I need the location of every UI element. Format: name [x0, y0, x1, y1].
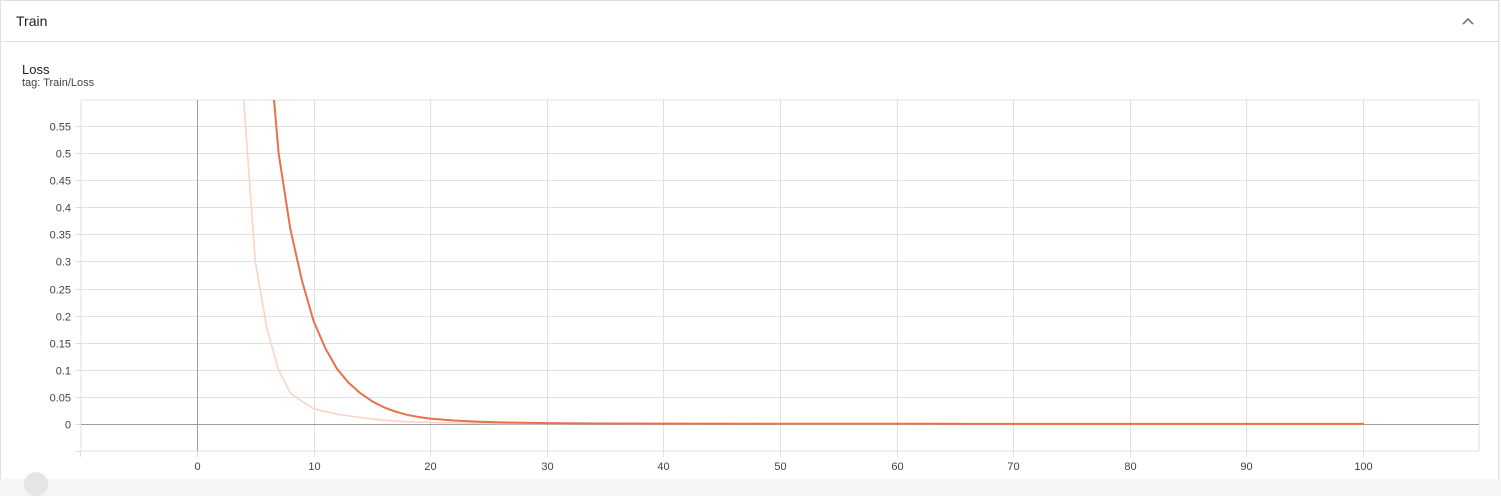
- x-tick-label: 60: [891, 461, 903, 473]
- y-tick-label: 0.55: [50, 122, 71, 134]
- x-tick-label: 30: [541, 461, 553, 473]
- chart-tag: tag: Train/Loss: [22, 77, 95, 89]
- x-tick-label: 70: [1007, 461, 1019, 473]
- x-tick-label: 0: [194, 461, 200, 473]
- y-tick-label: 0: [65, 420, 71, 432]
- chevron-up-icon[interactable]: [1458, 11, 1478, 31]
- y-tick-label: 0.05: [50, 393, 71, 405]
- section-header[interactable]: Train: [1, 1, 1498, 42]
- x-tick-label: 100: [1354, 461, 1372, 473]
- y-tick-label: 0.25: [50, 285, 71, 297]
- y-tick-label: 0.15: [50, 339, 71, 351]
- y-tick-label: 0.4: [56, 203, 71, 215]
- y-tick-label: 0.1: [56, 366, 71, 378]
- x-tick-label: 40: [657, 461, 669, 473]
- loss-chart-card: Loss tag: Train/Loss: [2, 42, 1497, 479]
- x-tick-label: 10: [308, 461, 320, 473]
- y-tick-label: 0.35: [50, 230, 71, 242]
- chart-title: Loss: [22, 62, 50, 77]
- y-tick-label: 0.45: [50, 176, 71, 188]
- section-title: Train: [16, 13, 48, 29]
- smoothed-loss-line: [273, 100, 1364, 425]
- x-tick-label: 90: [1240, 461, 1252, 473]
- y-tick-label: 0.3: [56, 257, 71, 269]
- y-tick-label: 0.2: [56, 312, 71, 324]
- series-group: [242, 100, 1364, 425]
- x-tick-label: 20: [424, 461, 436, 473]
- loss-chart[interactable]: 0 0.05 0.1 0.15 0.2 0.25 0.3 0.35 0.4 0.45 0.5 0.55…: [0, 0, 1501, 479]
- y-tick-label: 0.5: [56, 149, 71, 161]
- x-tick-label: 80: [1124, 461, 1136, 473]
- x-tick-label: 50: [774, 461, 786, 473]
- expand-chart-button[interactable]: [24, 472, 48, 496]
